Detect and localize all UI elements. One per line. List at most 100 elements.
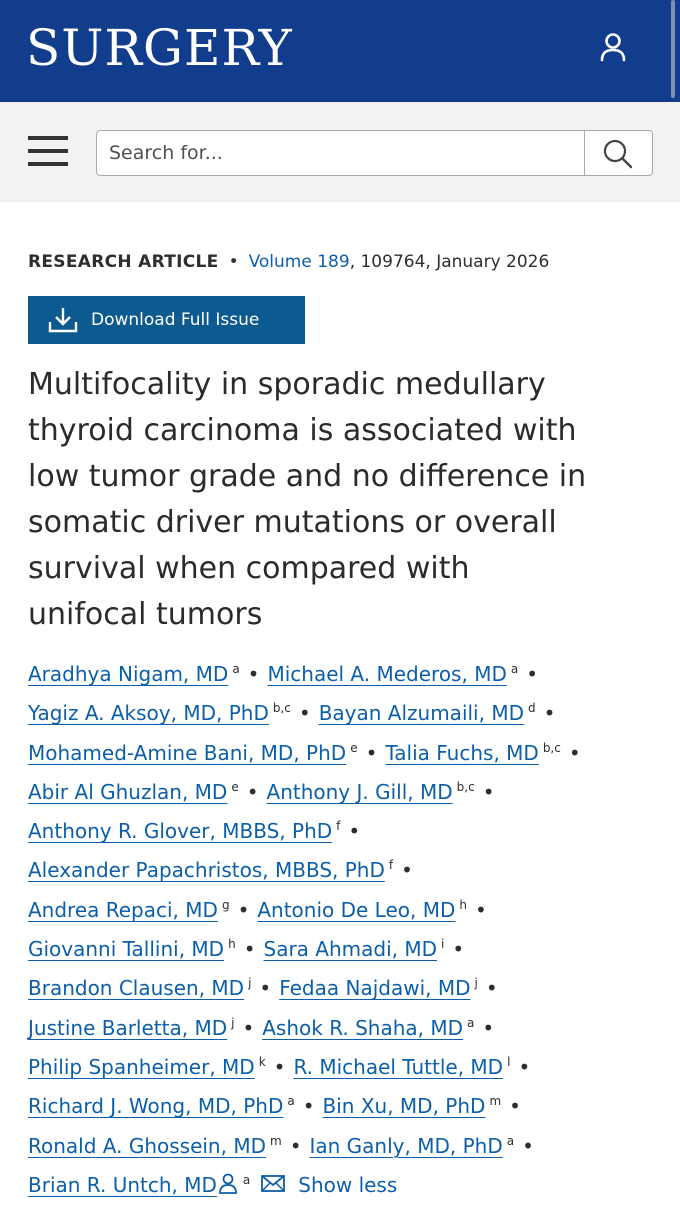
affiliation-marker[interactable]: a: [287, 1094, 295, 1109]
title-line: somatic driver mutations or overall: [28, 505, 557, 540]
author-separator: •: [242, 1015, 255, 1040]
affiliation-marker[interactable]: m: [489, 1094, 502, 1109]
download-label: Download Full Issue: [91, 310, 260, 330]
author-separator: •: [243, 937, 256, 962]
author-separator: •: [365, 740, 378, 765]
author-link[interactable]: Yagiz A. Aksoy, MD, PhD: [28, 701, 269, 726]
affiliation-marker[interactable]: h: [228, 937, 236, 952]
author-link[interactable]: Justine Barletta, MD: [28, 1015, 228, 1040]
user-icon: [600, 33, 626, 62]
affiliation-marker[interactable]: m: [269, 1133, 282, 1148]
user-account-button[interactable]: [590, 24, 636, 70]
author-link[interactable]: Talia Fuchs, MD: [385, 740, 539, 765]
article-title: Multifocality in sporadic medullary thyr…: [28, 362, 668, 638]
meta-separator: •: [228, 252, 239, 272]
author-link[interactable]: Mohamed-Amine Bani, MD, PhD: [28, 740, 347, 765]
author-link[interactable]: Michael A. Mederos, MD: [267, 662, 507, 686]
download-icon: [48, 308, 78, 333]
title-line: survival when compared with: [28, 551, 470, 586]
affiliation-marker[interactable]: j: [231, 1015, 235, 1030]
affiliation-marker[interactable]: a: [242, 1172, 251, 1187]
author-link[interactable]: Richard J. Wong, MD, PhD: [28, 1094, 284, 1119]
author-line: Aradhya Nigam, MD a • Michael A. Mederos, M…: [28, 650, 668, 689]
author-separator: •: [485, 976, 498, 1001]
mail-icon[interactable]: [260, 1172, 286, 1194]
author-link[interactable]: Abir Al Ghuzlan, MD: [28, 779, 228, 804]
author-link[interactable]: Fedaa Najdawi, MD: [279, 976, 471, 1001]
author-link[interactable]: Ashok R. Shaha, MD: [262, 1015, 464, 1040]
author-line: Yagiz A. Aksoy, MD, PhD b,c • Bayan Alzumai…: [28, 689, 668, 728]
author-link[interactable]: Giovanni Tallini, MD: [28, 937, 225, 962]
author-separator: •: [348, 819, 361, 844]
author-separator: •: [401, 858, 413, 883]
search-icon: [603, 139, 633, 169]
author-line: Alexander Papachristos, MBBS, PhD f •: [28, 846, 668, 885]
author-separator: •: [237, 897, 250, 922]
author-line: Philip Spanheimer, MD k • R. Michael Tuttle…: [28, 1043, 668, 1082]
affiliation-marker[interactable]: e: [350, 740, 358, 755]
affiliation-marker[interactable]: l: [507, 1054, 511, 1069]
author-line: Justine Barletta, MD j • Ashok R. Shaha, MD…: [28, 1004, 668, 1043]
affiliation-marker[interactable]: j: [248, 976, 252, 991]
author-link[interactable]: Sara Ahmadi, MD: [263, 937, 438, 962]
affiliation-marker[interactable]: i: [441, 937, 445, 952]
hamburger-menu-button[interactable]: [28, 136, 68, 168]
author-link[interactable]: Andrea Repaci, MD: [28, 897, 218, 922]
volume-link[interactable]: Volume 189: [248, 252, 350, 272]
search-input[interactable]: [96, 130, 584, 176]
affiliation-marker[interactable]: a: [467, 1015, 475, 1030]
author-link[interactable]: Anthony R. Glover, MBBS, PhD: [28, 819, 333, 844]
download-full-issue-button[interactable]: Download Full Issue: [28, 296, 305, 344]
affiliation-marker[interactable]: g: [221, 897, 230, 912]
author-separator: •: [509, 1094, 521, 1119]
affiliation-marker[interactable]: d: [527, 701, 536, 716]
author-link[interactable]: Brandon Clausen, MD: [28, 976, 245, 1001]
affiliation-marker[interactable]: b,c: [456, 779, 475, 794]
author-separator: •: [526, 662, 538, 686]
author-separator: •: [452, 937, 465, 962]
hamburger-menu-icon: [28, 162, 68, 166]
author-line: Abir Al Ghuzlan, MD e • Anthony J. Gill, MD…: [28, 768, 668, 807]
citation-details: , 109764, January 2026: [349, 252, 550, 272]
author-link[interactable]: Aradhya Nigam, MD: [28, 662, 229, 686]
author-line: Mohamed-Amine Bani, MD, PhD e • Talia Fuchs…: [28, 729, 668, 768]
author-line: Brandon Clausen, MD j • Fedaa Najdawi, MD j •: [28, 964, 668, 1003]
author-link[interactable]: Ian Ganly, MD, PhD: [309, 1133, 503, 1158]
author-separator: •: [543, 701, 556, 726]
affiliation-marker[interactable]: k: [258, 1054, 266, 1069]
affiliation-marker[interactable]: f: [388, 858, 394, 873]
author-separator: •: [273, 1054, 286, 1079]
journal-title[interactable]: SURGERY: [26, 19, 293, 77]
author-link[interactable]: Antonio De Leo, MD: [257, 897, 456, 922]
author-line: Richard J. Wong, MD, PhD a • Bin Xu, MD, Ph…: [28, 1082, 668, 1121]
affiliation-marker[interactable]: j: [474, 976, 478, 991]
hamburger-menu-icon: [28, 149, 68, 153]
author-list: Aradhya Nigam, MD a • Michael A. Mederos, M…: [28, 650, 668, 1200]
author-link[interactable]: R. Michael Tuttle, MD: [293, 1054, 504, 1079]
author-line: Ronald A. Ghossein, MD m • Ian Ganly, MD, P…: [28, 1122, 668, 1161]
author-link[interactable]: Ronald A. Ghossein, MD: [28, 1133, 266, 1158]
search-button[interactable]: [584, 130, 653, 176]
author-separator: •: [298, 701, 311, 726]
affiliation-marker[interactable]: f: [336, 819, 341, 834]
show-less-link[interactable]: Show less: [298, 1172, 398, 1197]
author-separator: •: [482, 1015, 495, 1040]
affiliation-marker[interactable]: a: [510, 662, 519, 676]
author-line: Anthony R. Glover, MBBS, PhD f •: [28, 807, 668, 846]
author-link[interactable]: Anthony J. Gill, MD: [266, 779, 453, 804]
author-link[interactable]: Philip Spanheimer, MD: [28, 1054, 255, 1079]
author-separator: •: [475, 897, 487, 922]
affiliation-marker[interactable]: a: [232, 662, 240, 676]
author-line: Andrea Repaci, MD g • Antonio De Leo, MD h •: [28, 886, 668, 925]
author-link[interactable]: Brian R. Untch, MD: [28, 1172, 217, 1197]
affiliation-marker[interactable]: h: [459, 897, 467, 912]
author-link[interactable]: Bayan Alzumaili, MD: [318, 701, 524, 726]
person-icon[interactable]: [217, 1172, 239, 1194]
affiliation-marker[interactable]: b,c: [272, 701, 291, 716]
page-scrollbar[interactable]: [671, 0, 675, 98]
author-link[interactable]: Bin Xu, MD, PhD: [322, 1094, 486, 1119]
affiliation-marker[interactable]: e: [231, 779, 239, 794]
affiliation-marker[interactable]: b,c: [542, 740, 561, 755]
affiliation-marker[interactable]: a: [506, 1133, 515, 1148]
author-link[interactable]: Alexander Papachristos, MBBS, PhD: [28, 858, 385, 883]
